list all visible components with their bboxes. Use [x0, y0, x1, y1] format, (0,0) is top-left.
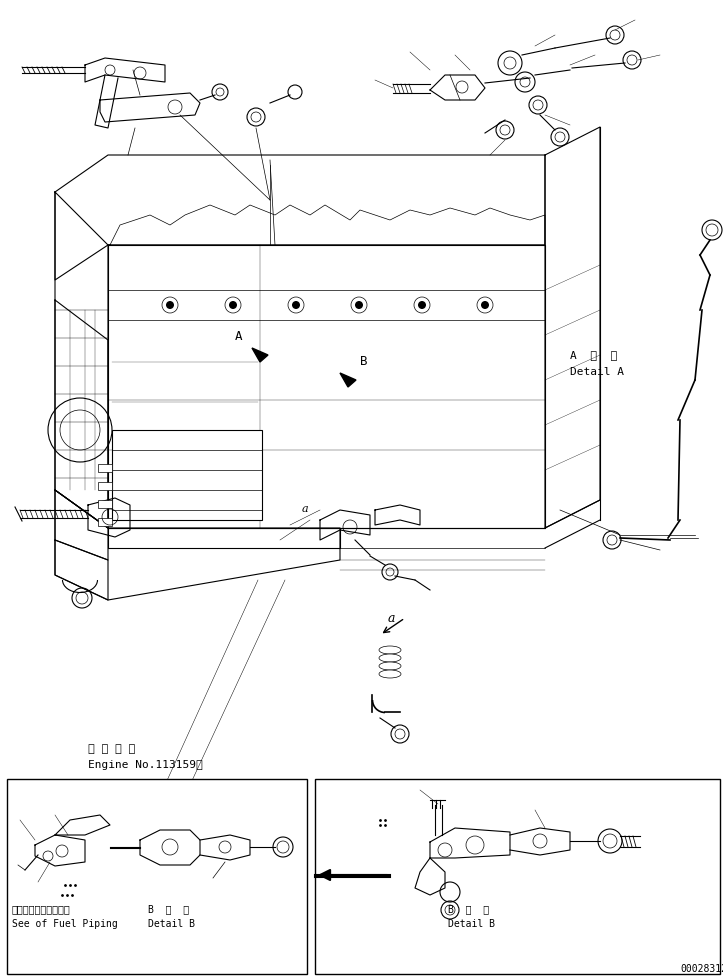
Text: B  詳  細: B 詳 細 — [448, 904, 489, 914]
Ellipse shape — [379, 654, 401, 662]
Circle shape — [166, 301, 174, 309]
Text: Detail A: Detail A — [570, 367, 624, 377]
Text: See of Fuel Piping: See of Fuel Piping — [12, 919, 118, 929]
Text: フェルパイピング参照: フェルパイピング参照 — [12, 904, 71, 914]
Ellipse shape — [379, 670, 401, 678]
Text: B  詳  細: B 詳 細 — [148, 904, 189, 914]
Bar — [315, 779, 720, 974]
Circle shape — [229, 301, 237, 309]
Circle shape — [481, 301, 489, 309]
Polygon shape — [340, 373, 356, 387]
Text: 00028312: 00028312 — [680, 964, 723, 974]
Text: Detail B: Detail B — [448, 919, 495, 929]
Polygon shape — [252, 348, 268, 362]
Text: A: A — [235, 330, 242, 343]
Bar — [98, 482, 112, 490]
Circle shape — [292, 301, 300, 309]
Text: 適 用 号 機: 適 用 号 機 — [88, 744, 135, 754]
Text: a: a — [388, 612, 395, 625]
Text: Detail B: Detail B — [148, 919, 195, 929]
Bar — [7, 779, 307, 974]
Bar — [98, 518, 112, 526]
Bar — [98, 500, 112, 508]
Text: Engine No.113159～: Engine No.113159～ — [88, 760, 202, 770]
Circle shape — [418, 301, 426, 309]
Text: A  詳  細: A 詳 細 — [570, 350, 617, 360]
Text: B: B — [360, 355, 367, 368]
Bar — [98, 464, 112, 472]
Ellipse shape — [379, 646, 401, 654]
Ellipse shape — [379, 662, 401, 670]
Bar — [112, 430, 262, 520]
Text: a: a — [302, 504, 309, 514]
Circle shape — [355, 301, 363, 309]
